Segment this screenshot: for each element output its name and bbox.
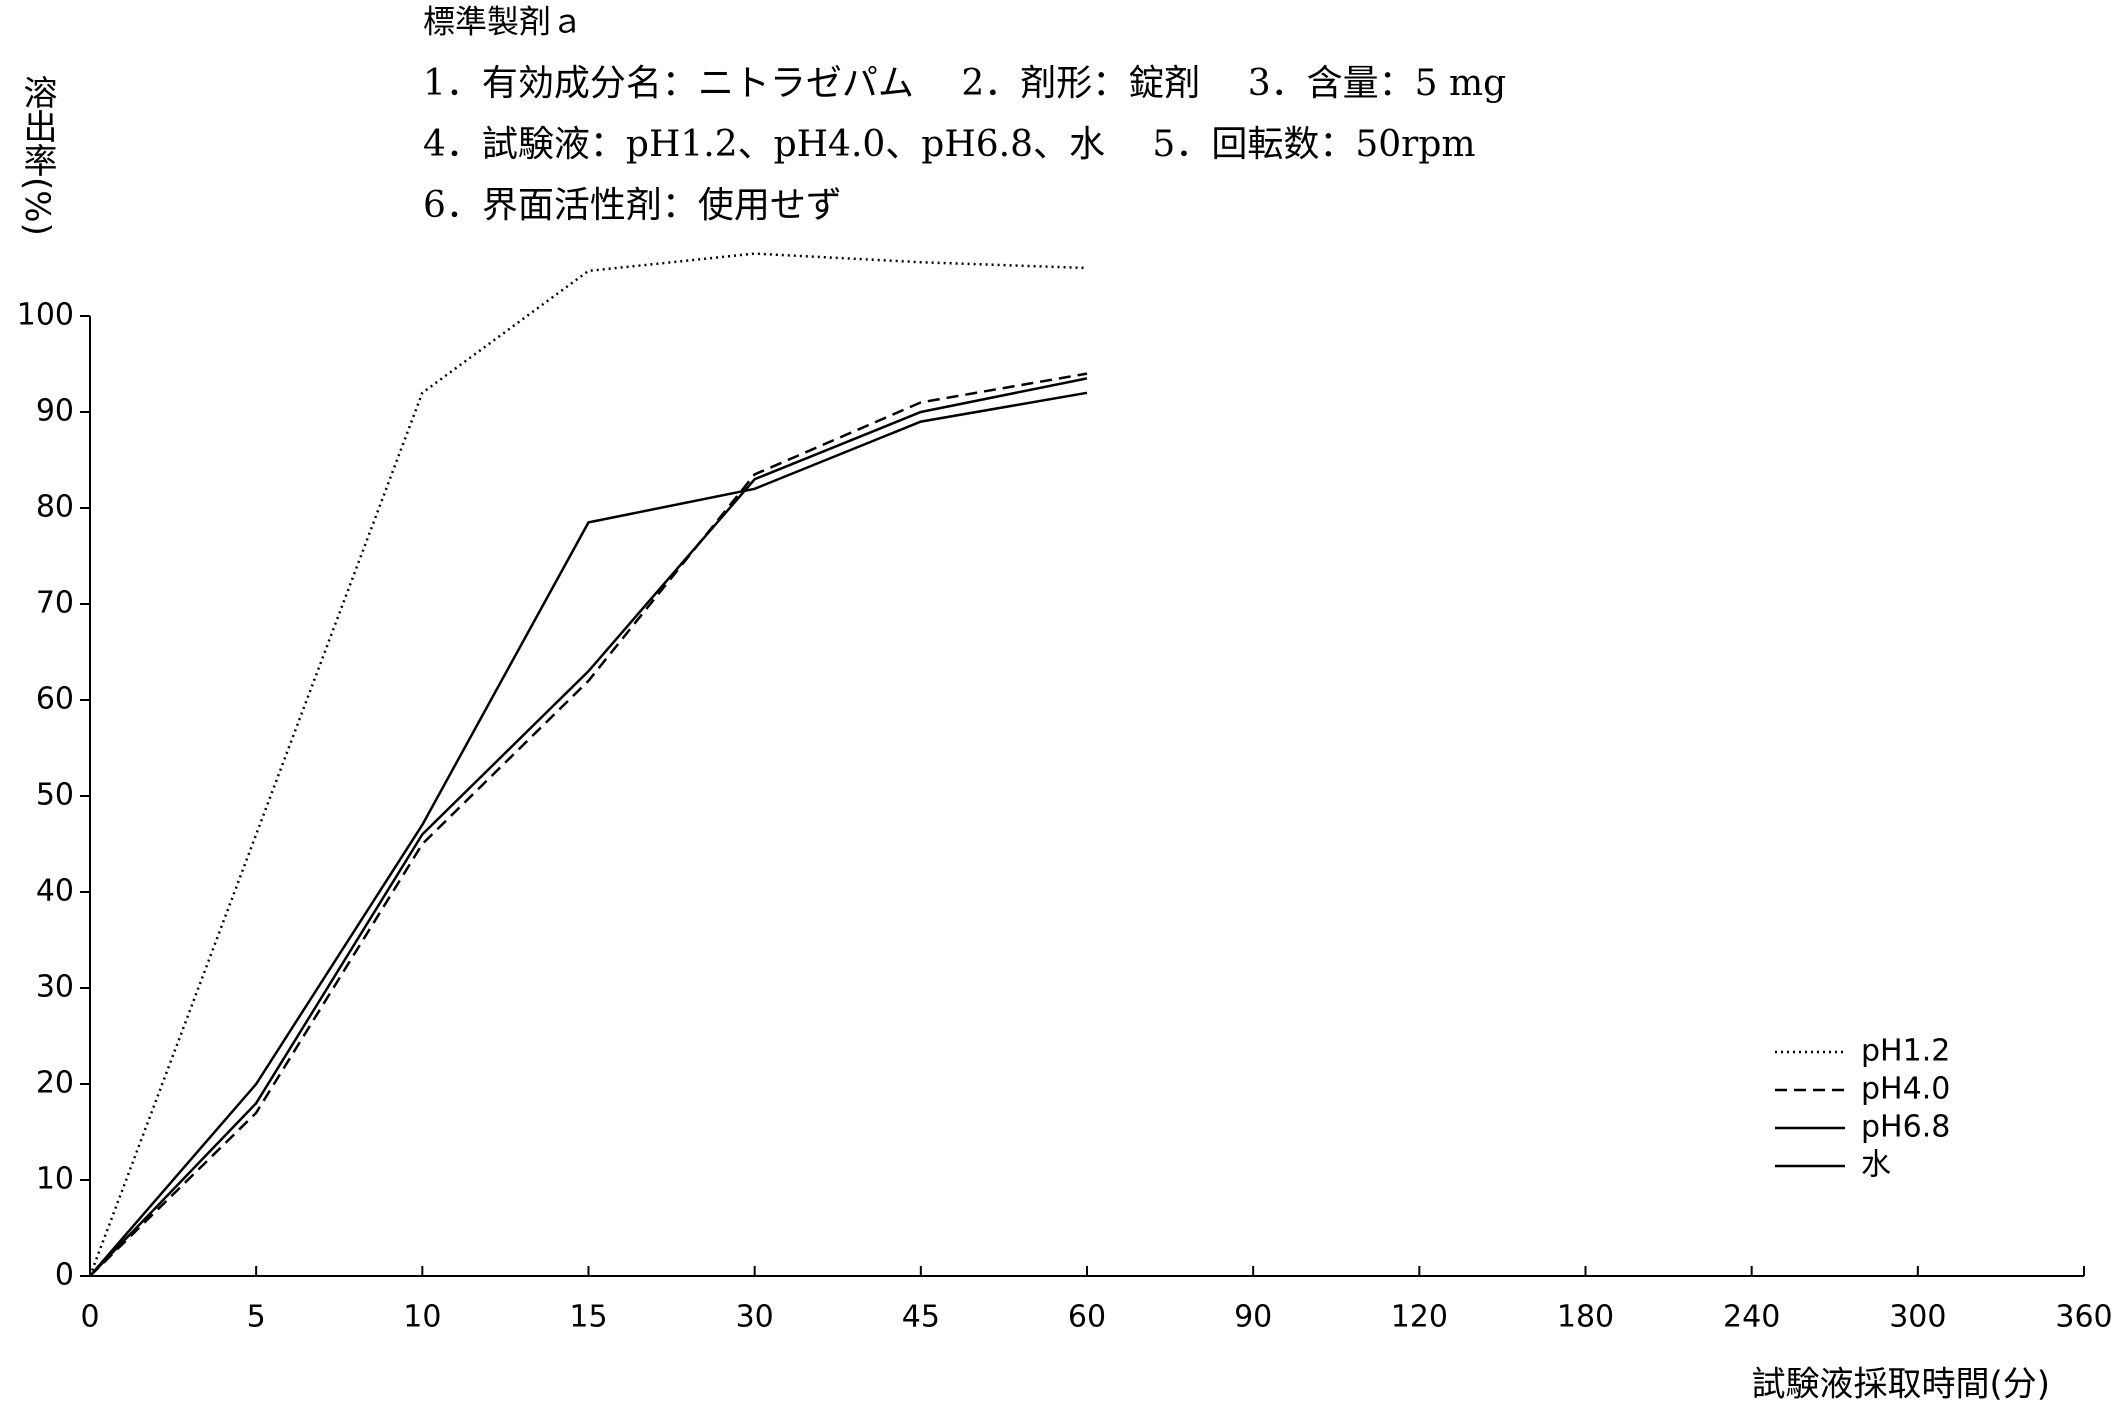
x-tick-label: 180: [1557, 1300, 1614, 1335]
y-axis-label: 溶出率(%): [17, 75, 57, 236]
y-tick-label: 0: [55, 1258, 74, 1293]
x-tick-label: 15: [569, 1300, 607, 1335]
legend-label: pH1.2: [1861, 1034, 1950, 1069]
legend-label: 水: [1861, 1148, 1891, 1183]
series-line: [89, 391, 1088, 1277]
x-tick-label: 30: [736, 1300, 774, 1335]
x-tick-label: 60: [1068, 1300, 1106, 1335]
x-tick-label: 0: [80, 1300, 99, 1335]
y-tick-label: 40: [36, 874, 74, 909]
legend-label: pH4.0: [1861, 1072, 1950, 1107]
y-tick-label: 60: [36, 682, 74, 717]
x-axis-label: 試験液採取時間(分): [1751, 1365, 2050, 1405]
annotation: 1．有効成分名：ニトラゼパム 2．剤形：錠剤 3．含量：5 mg: [423, 63, 1506, 104]
x-tick-label: 10: [403, 1300, 441, 1335]
y-tick-label: 80: [36, 490, 74, 525]
x-tick-label: 300: [1889, 1300, 1946, 1335]
series-line: [89, 377, 1088, 1277]
y-tick-label: 20: [36, 1066, 74, 1101]
y-tick-label: 70: [36, 586, 74, 621]
y-tick-label: 30: [36, 970, 74, 1005]
x-tick-label: 90: [1234, 1300, 1272, 1335]
y-tick-label: 50: [36, 778, 74, 813]
x-tick-label: 45: [902, 1300, 940, 1335]
x-tick-label: 240: [1723, 1300, 1780, 1335]
series-line: [89, 372, 1088, 1277]
y-tick-label: 10: [36, 1162, 74, 1197]
annotation: 4．試験液：pH1.2、pH4.0、pH6.8、水 5．回転数：50rpm: [423, 124, 1476, 165]
x-tick-label: 5: [247, 1300, 266, 1335]
annotation: 6．界面活性剤：使用せず: [423, 185, 842, 226]
y-tick-label: 90: [36, 394, 74, 429]
chart-title: 標準製剤ａ: [423, 3, 583, 41]
x-tick-label: 360: [2055, 1300, 2112, 1335]
series-line: [88, 252, 1088, 1277]
y-tick-label: 100: [17, 298, 74, 333]
legend-label: pH6.8: [1861, 1110, 1950, 1145]
x-tick-label: 120: [1391, 1300, 1448, 1335]
